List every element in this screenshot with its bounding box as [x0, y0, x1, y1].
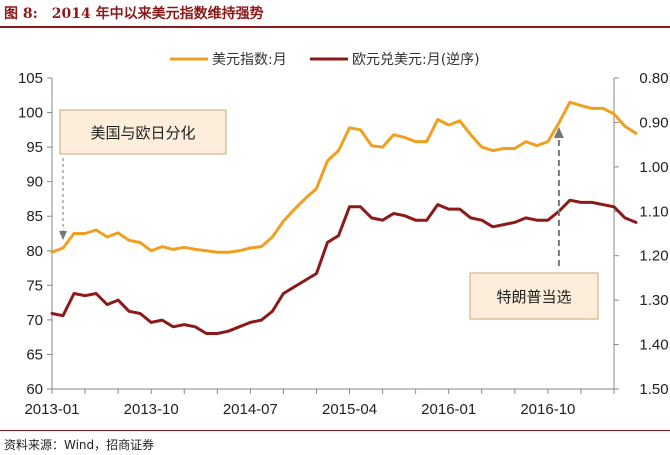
left-tick-label: 95 — [26, 139, 43, 156]
right-tick-label: 1.50 — [639, 381, 668, 398]
figure-number: 图 8: — [4, 6, 38, 22]
title-divider — [0, 26, 670, 28]
left-tick-label: 60 — [26, 381, 43, 398]
source-divider — [0, 430, 670, 431]
eurusd-series-line — [50, 198, 638, 335]
right-tick-label: 1.40 — [639, 337, 668, 354]
figure-title-text: 2014 年中以来美元指数维持强势 — [51, 6, 264, 22]
x-tick-label: 2015-04 — [322, 401, 377, 418]
right-tick-label: 1.00 — [639, 159, 668, 176]
left-tick-label: 105 — [18, 70, 43, 87]
annotation-text-divergence: 美国与欧日分化 — [90, 124, 195, 142]
left-tick-label: 80 — [26, 243, 43, 260]
line-chart: 105 100 95 90 85 80 75 70 65 60 0.80 0.90 1.00 1.10 1.… — [18, 52, 669, 418]
annotation-box-election — [469, 272, 599, 320]
annotation-box-divergence — [59, 109, 227, 155]
right-tick-label: 1.30 — [639, 292, 668, 309]
legend-label-eurusd: 欧元兑美元:月(逆序) — [352, 52, 480, 68]
left-tick-label: 65 — [26, 346, 43, 363]
left-tick-label: 85 — [26, 208, 43, 225]
dxy-series-line — [50, 100, 638, 254]
figure-title: 图 8: 2014 年中以来美元指数维持强势 — [4, 3, 264, 23]
annotation-text-election: 特朗普当选 — [496, 288, 571, 306]
right-tick-label: 1.10 — [639, 203, 668, 220]
left-tick-label: 90 — [26, 174, 43, 191]
left-tick-label: 75 — [26, 277, 43, 294]
annotation-arrowhead-election — [553, 127, 564, 138]
x-tick-label: 2016-01 — [421, 401, 476, 418]
source-note: 资料来源：Wind，招商证券 — [4, 438, 155, 452]
legend-label-dxy: 美元指数:月 — [212, 52, 287, 68]
right-tick-label: 0.80 — [639, 70, 668, 87]
left-tick-label: 70 — [26, 312, 43, 329]
left-tick-label: 100 — [18, 105, 43, 122]
right-tick-label: 0.90 — [639, 114, 668, 131]
x-tick-label: 2016-10 — [520, 401, 575, 418]
annotation-arrowhead-divergence — [59, 231, 68, 240]
x-tick-label: 2014-07 — [223, 401, 278, 418]
x-tick-label: 2013-10 — [124, 401, 179, 418]
right-tick-label: 1.20 — [639, 248, 668, 265]
x-tick-label: 2013-01 — [24, 401, 79, 418]
